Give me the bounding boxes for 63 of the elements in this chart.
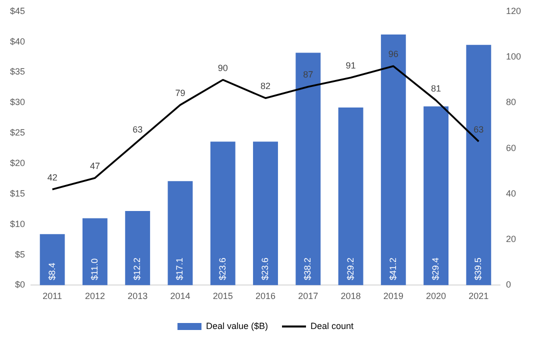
y2-tick-label: 0 bbox=[506, 280, 511, 290]
bar bbox=[210, 142, 236, 286]
data-label: $39.5 bbox=[473, 258, 484, 280]
data-label: $29.4 bbox=[430, 258, 441, 280]
bar bbox=[168, 181, 193, 286]
data-label: $11.0 bbox=[89, 258, 100, 280]
data-label: $12.2 bbox=[132, 258, 142, 280]
y-tick-label: $40 bbox=[10, 36, 26, 46]
data-label: 42 bbox=[47, 172, 58, 182]
data-label: 63 bbox=[132, 124, 143, 134]
y2-tick-label: 100 bbox=[506, 52, 522, 62]
bar bbox=[338, 108, 364, 286]
data-label: $29.2 bbox=[345, 258, 356, 280]
x-tick-label: 2011 bbox=[42, 291, 62, 302]
data-label: $23.6 bbox=[217, 258, 228, 280]
data-label: 47 bbox=[90, 160, 100, 171]
x-tick-label: 2012 bbox=[84, 291, 105, 302]
y2-tick-label: 60 bbox=[506, 142, 516, 153]
x-tick-label: 2016 bbox=[255, 291, 276, 302]
legend-label: Deal count bbox=[310, 320, 354, 331]
data-label: 63 bbox=[474, 124, 484, 134]
bar bbox=[82, 218, 108, 286]
y-tick-label: $0 bbox=[15, 280, 26, 290]
x-tick-label: 2015 bbox=[212, 291, 233, 302]
data-label: 90 bbox=[218, 62, 228, 73]
data-label: 82 bbox=[260, 81, 271, 92]
data-label: $17.1 bbox=[174, 258, 185, 280]
bar bbox=[125, 210, 150, 286]
data-label: $8.4 bbox=[46, 262, 57, 280]
y2-tick-label: 80 bbox=[506, 97, 516, 108]
y-tick-label: $10 bbox=[10, 218, 26, 229]
x-tick-label: 2019 bbox=[383, 291, 404, 302]
bar bbox=[466, 44, 492, 286]
data-label: 96 bbox=[388, 49, 398, 60]
y2-tick-label: 20 bbox=[506, 234, 516, 244]
data-label: 81 bbox=[431, 83, 442, 94]
data-label: $41.2 bbox=[388, 258, 398, 280]
legend-label: Deal value ($B) bbox=[206, 320, 268, 331]
y2-tick-label: 40 bbox=[506, 188, 516, 198]
data-label: 91 bbox=[346, 60, 356, 71]
x-tick-label: 2021 bbox=[468, 291, 489, 302]
y2-tick-label: 120 bbox=[506, 6, 522, 16]
bar bbox=[296, 52, 321, 286]
x-tick-label: 2018 bbox=[340, 291, 361, 302]
bar bbox=[40, 234, 65, 286]
x-tick-label: 2020 bbox=[426, 291, 446, 302]
bar bbox=[424, 106, 449, 286]
y-tick-label: $5 bbox=[15, 249, 26, 260]
x-tick-label: 2017 bbox=[298, 291, 318, 302]
y-tick-label: $25 bbox=[10, 128, 26, 138]
x-tick-label: 2013 bbox=[128, 291, 148, 302]
data-label: $38.2 bbox=[302, 258, 313, 280]
y-tick-label: $20 bbox=[10, 158, 26, 168]
y-tick-label: $35 bbox=[10, 66, 26, 77]
data-label: 87 bbox=[303, 70, 314, 80]
y-tick-label: $45 bbox=[10, 6, 26, 16]
data-label: $23.6 bbox=[260, 258, 270, 280]
x-tick-label: 2014 bbox=[170, 291, 190, 302]
y-tick-label: $30 bbox=[10, 97, 26, 108]
bar bbox=[253, 142, 278, 286]
y-tick-label: $15 bbox=[10, 188, 26, 198]
data-label: 79 bbox=[175, 88, 186, 98]
bar bbox=[380, 34, 406, 286]
